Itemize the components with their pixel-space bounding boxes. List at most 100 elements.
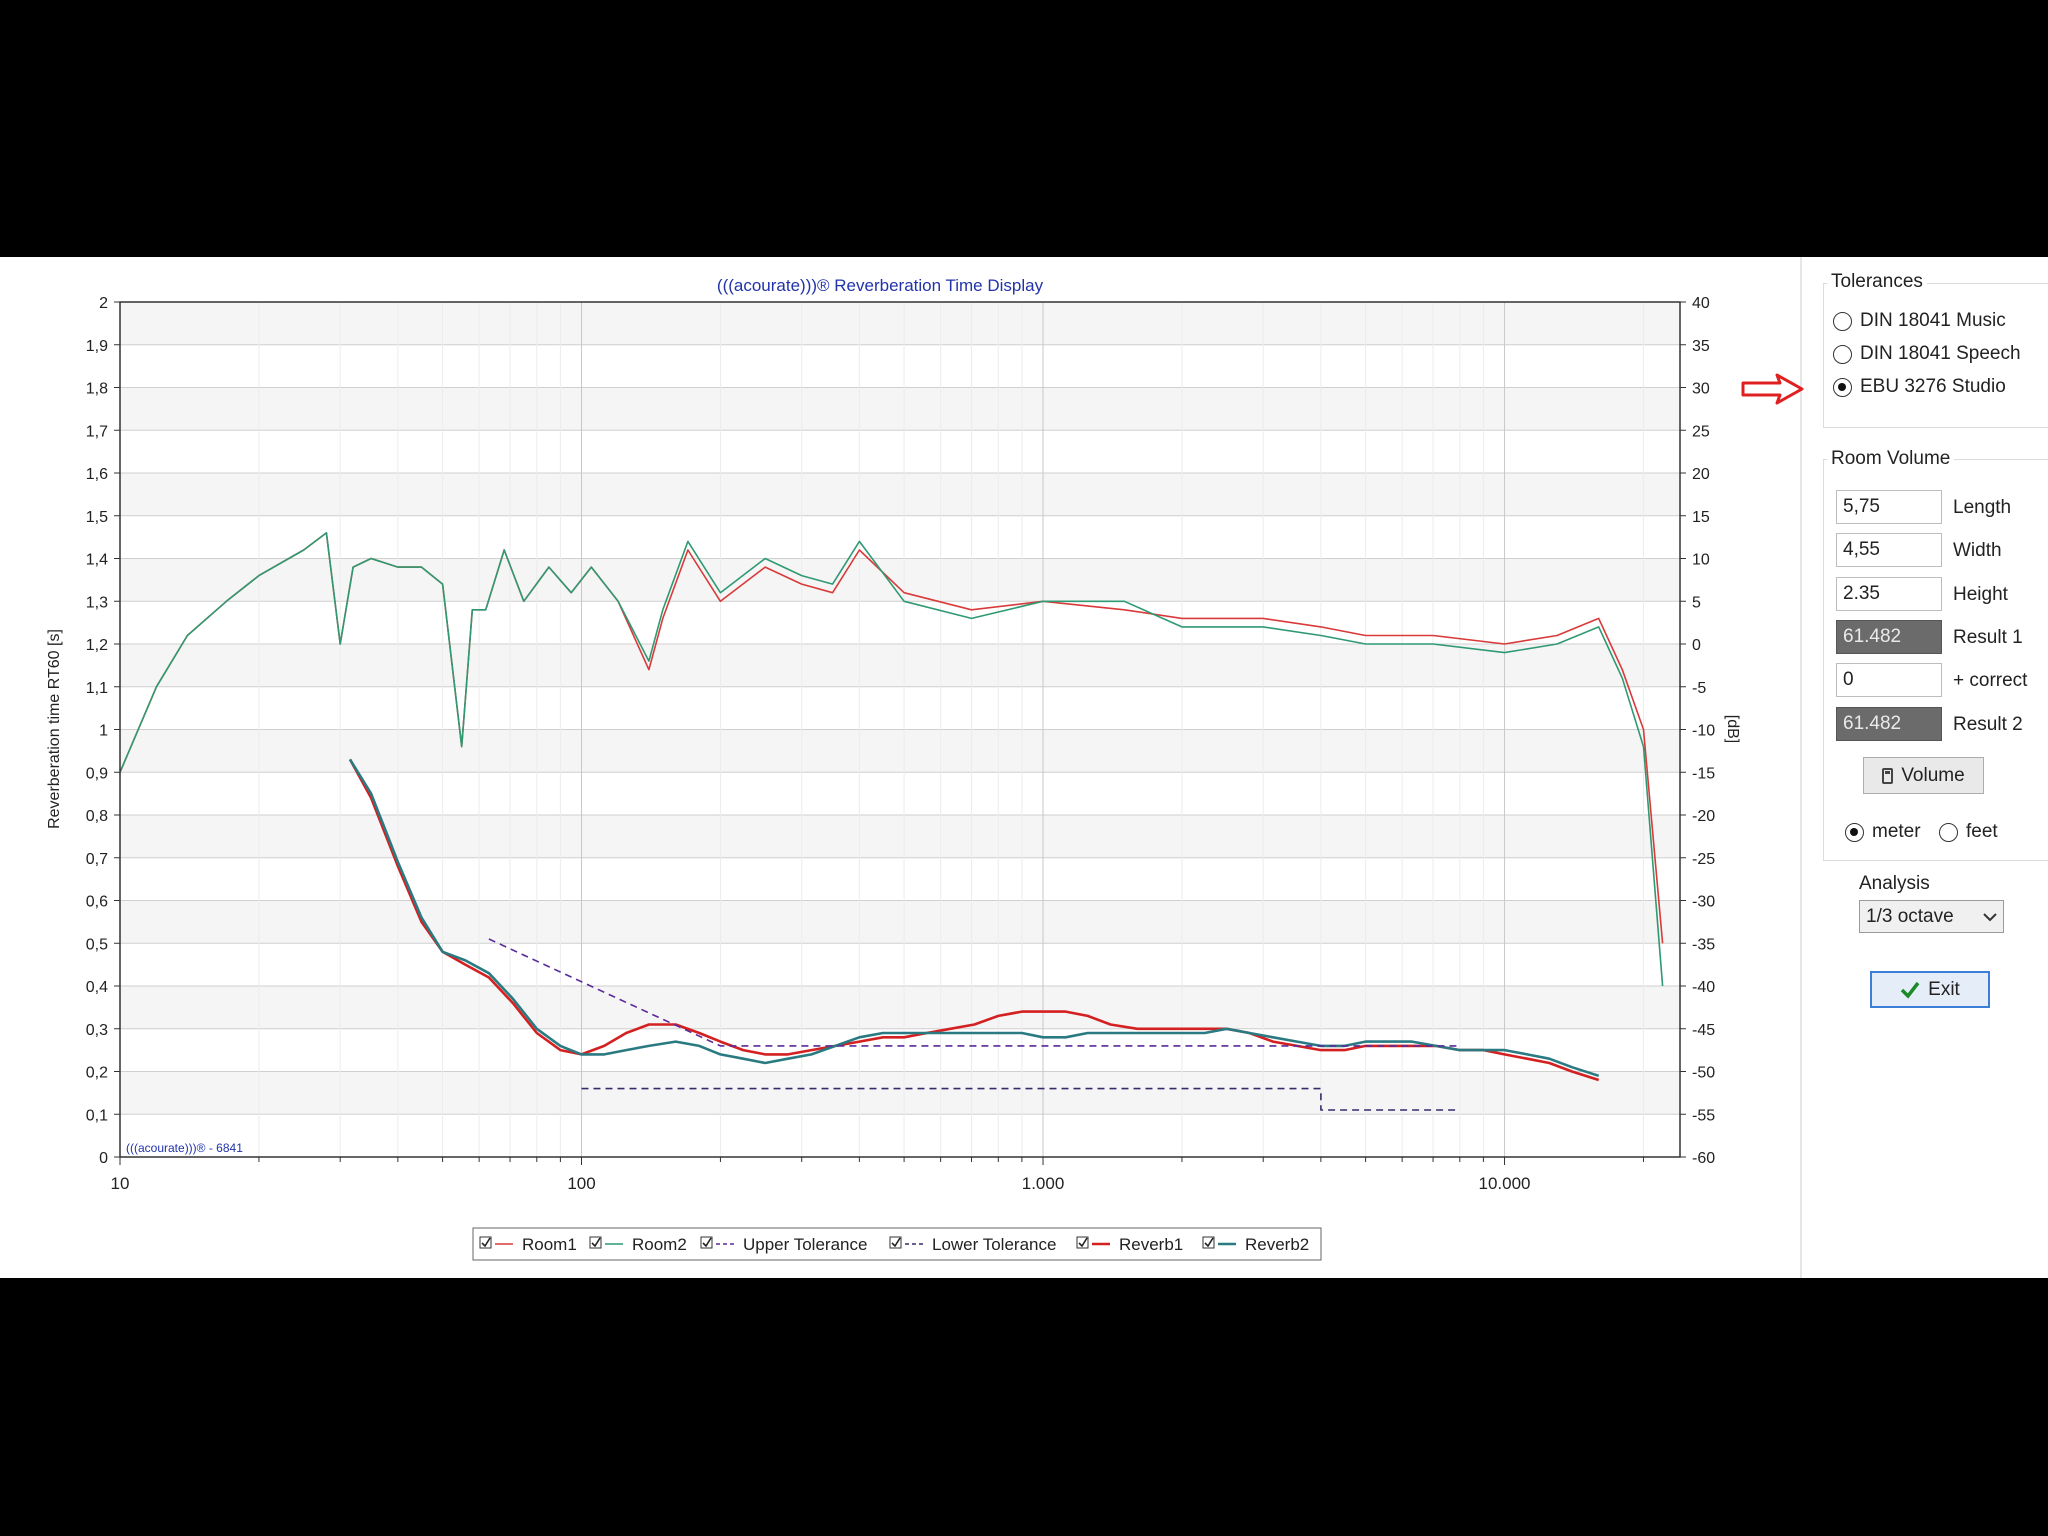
unit-feet-option[interactable]: feet: [1939, 821, 1998, 843]
reverberation-chart: (((acourate)))® Reverberation Time Displ…: [0, 257, 1800, 1278]
series-lower-tolerance: [581, 1087, 1460, 1111]
y-left-tick-label: 1,9: [86, 338, 108, 355]
y-left-tick-label: 1,4: [86, 552, 108, 569]
result1-field: 61.482: [1836, 620, 1942, 654]
y-axis-right-label: [dB]: [1724, 715, 1741, 743]
y-right-tick-label: -20: [1692, 808, 1715, 825]
legend-label: Reverb2: [1245, 1235, 1309, 1254]
tolerances-title: Tolerances: [1827, 271, 1927, 293]
y-left-tick-label: 1,6: [86, 466, 108, 483]
length-input[interactable]: 5,75: [1836, 490, 1942, 524]
analysis-select[interactable]: 1/3 octave: [1859, 900, 2004, 933]
y-axis-left-label: Reverberation time RT60 [s]: [46, 629, 63, 829]
y-right-tick-label: 10: [1692, 552, 1710, 569]
unit-feet-label: feet: [1966, 821, 1998, 842]
y-right-tick-label: -15: [1692, 765, 1715, 782]
radio-icon[interactable]: [1833, 377, 1852, 397]
legend-checkbox: [889, 1236, 902, 1249]
legend-label: Lower Tolerance: [932, 1235, 1056, 1254]
height-label: Height: [1953, 584, 2008, 605]
y-right-tick-label: 5: [1692, 594, 1701, 611]
radio-icon[interactable]: [1845, 822, 1864, 842]
legend-label: Upper Tolerance: [743, 1235, 867, 1254]
y-right-tick-label: -35: [1692, 936, 1715, 953]
x-tick-label: 10.000: [1479, 1174, 1531, 1193]
legend-checkbox: [479, 1236, 492, 1249]
y-left-tick-label: 0,1: [86, 1107, 108, 1124]
check-icon: [1078, 1237, 1088, 1248]
check-icon: [702, 1237, 712, 1248]
tolerance-option-din-speech[interactable]: DIN 18041 Speech: [1833, 343, 2021, 365]
width-label: Width: [1953, 540, 2002, 561]
tolerance-option-din-music[interactable]: DIN 18041 Music: [1833, 310, 2006, 332]
tolerance-label-ebu-studio: EBU 3276 Studio: [1860, 376, 2006, 397]
y-right-tick-label: 30: [1692, 381, 1710, 398]
x-tick-label: 100: [567, 1174, 595, 1193]
y-right-tick-label: -10: [1692, 723, 1715, 740]
y-right-tick-label: 15: [1692, 509, 1710, 526]
y-right-tick-label: -5: [1692, 680, 1706, 697]
series-room2: [119, 532, 1664, 987]
chevron-down-icon: [1983, 912, 1997, 921]
y-left-tick-label: 0,9: [86, 765, 108, 782]
tolerance-option-ebu-studio[interactable]: EBU 3276 Studio: [1833, 376, 2006, 398]
tolerance-label-din-speech: DIN 18041 Speech: [1860, 343, 2021, 364]
check-icon: [481, 1237, 491, 1248]
y-left-tick-label: 0,4: [86, 979, 108, 996]
series-reverb1: [348, 758, 1600, 1082]
y-left-tick-label: 0,7: [86, 851, 108, 868]
y-left-tick-label: 0,5: [86, 936, 108, 953]
result2-field: 61.482: [1836, 707, 1942, 741]
y-left-tick-label: 1,7: [86, 423, 108, 440]
analysis-select-value: 1/3 octave: [1866, 905, 1954, 927]
result1-label: Result 1: [1953, 627, 2023, 648]
tolerance-label-din-music: DIN 18041 Music: [1860, 310, 2006, 331]
radio-icon[interactable]: [1833, 344, 1852, 364]
y-left-tick-label: 1,5: [86, 509, 108, 526]
radio-icon[interactable]: [1833, 311, 1852, 331]
y-left-tick-label: 0,3: [86, 1022, 108, 1039]
x-tick-label: 10: [111, 1174, 130, 1193]
y-left-tick-label: 0,6: [86, 894, 108, 911]
settings-panel: Tolerances DIN 18041 Music DIN 18041 Spe…: [1802, 257, 2048, 1278]
y-left-tick-label: 1,2: [86, 637, 108, 654]
y-left-tick-label: 2: [99, 295, 108, 312]
legend-label: Reverb1: [1119, 1235, 1183, 1254]
annotation-arrow-icon: [1741, 373, 1804, 405]
series-reverb2: [348, 758, 1600, 1078]
result2-label: Result 2: [1953, 714, 2023, 735]
y-right-tick-label: -60: [1692, 1150, 1715, 1167]
legend-checkbox: [589, 1236, 602, 1249]
y-left-tick-label: 0: [99, 1150, 108, 1167]
chart-title: (((acourate)))® Reverberation Time Displ…: [717, 276, 1044, 295]
y-left-tick-label: 0,2: [86, 1065, 108, 1082]
y-left-tick-label: 0,8: [86, 808, 108, 825]
legend-label: Room2: [632, 1235, 687, 1254]
unit-meter-option[interactable]: meter: [1845, 821, 1921, 843]
check-icon: [1204, 1237, 1214, 1248]
checkmark-icon: [1900, 981, 1920, 999]
height-input[interactable]: 2.35: [1836, 577, 1942, 611]
y-right-tick-label: -30: [1692, 894, 1715, 911]
legend-checkbox: [700, 1236, 713, 1249]
correct-input[interactable]: 0: [1836, 663, 1942, 697]
check-icon: [591, 1237, 601, 1248]
width-input[interactable]: 4,55: [1836, 533, 1942, 567]
x-tick-label: 1.000: [1022, 1174, 1065, 1193]
legend-checkbox: [1076, 1236, 1089, 1249]
y-left-tick-label: 1,1: [86, 680, 108, 697]
y-right-tick-label: -40: [1692, 979, 1715, 996]
y-right-tick-label: -55: [1692, 1107, 1715, 1124]
volume-button[interactable]: Volume: [1863, 757, 1984, 794]
volume-button-label: Volume: [1901, 764, 1965, 786]
y-right-tick-label: 25: [1692, 423, 1710, 440]
length-label: Length: [1953, 497, 2012, 518]
legend-label: Room1: [522, 1235, 577, 1254]
exit-button-label: Exit: [1928, 978, 1960, 1000]
y-right-tick-label: -25: [1692, 851, 1715, 868]
watermark: (((acourate)))® - 6841: [126, 1141, 243, 1155]
y-left-tick-label: 1,8: [86, 381, 108, 398]
exit-button[interactable]: Exit: [1870, 971, 1990, 1008]
chart-legend: Room1 Room2 Upper Tolerance Lower Tolerance…: [472, 1227, 1322, 1261]
radio-icon[interactable]: [1939, 822, 1958, 842]
